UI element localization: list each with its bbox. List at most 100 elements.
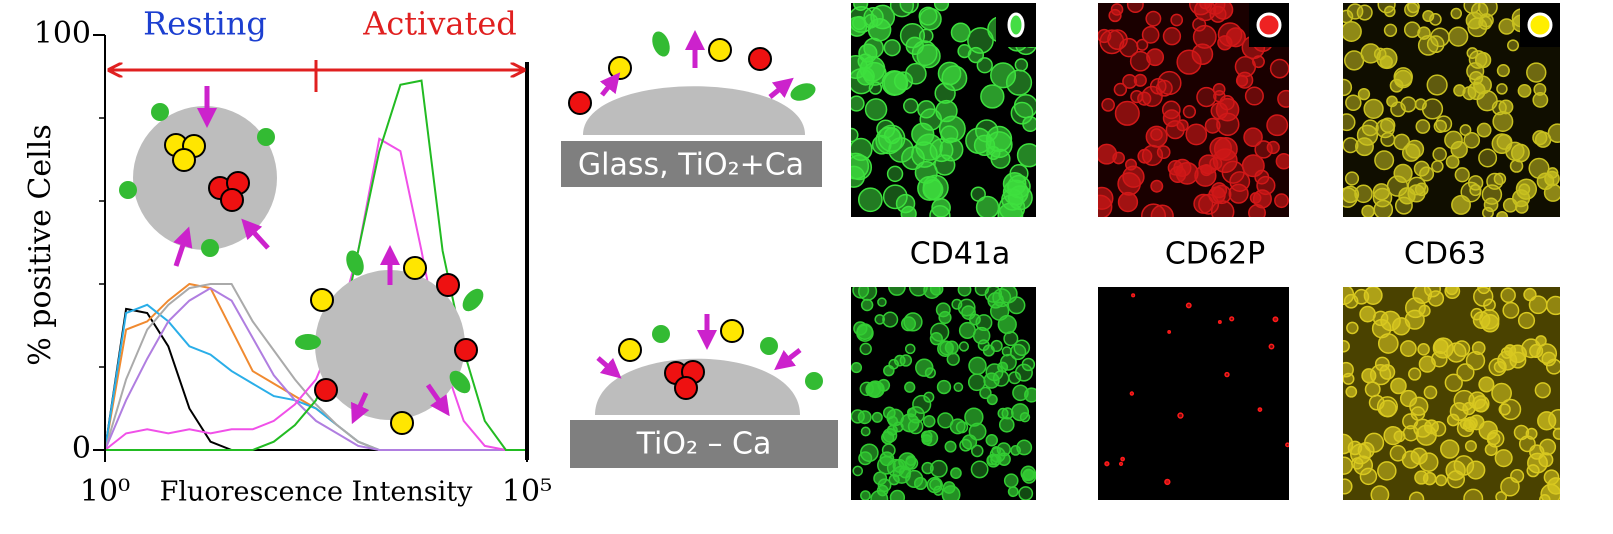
- cell-blob: [1217, 22, 1243, 47]
- cell-blob: [1446, 342, 1467, 363]
- cell-blob: [1009, 163, 1029, 184]
- cell-blob: [904, 343, 916, 355]
- cell-blob: [1517, 311, 1536, 330]
- cell-blob: [1446, 413, 1460, 427]
- cell-blob: [1343, 78, 1353, 97]
- cell-blob: [1400, 96, 1417, 113]
- cell-blob: [990, 454, 1002, 466]
- cell-blob: [998, 416, 1015, 433]
- cell-blob: [851, 165, 866, 188]
- cell-blob: [862, 61, 887, 86]
- cell-blob: [1098, 194, 1113, 217]
- cell-blob: [942, 481, 956, 494]
- cell-blob: [1131, 293, 1136, 298]
- cell-blob: [937, 412, 954, 429]
- y-tick-label: 100: [34, 16, 91, 51]
- cell-blob: [985, 363, 1004, 382]
- cell-blob: [1010, 403, 1030, 422]
- cell-blob: [1401, 450, 1421, 469]
- cell-blob: [1169, 165, 1187, 184]
- cell-blob: [1514, 200, 1529, 214]
- cell-blob: [1539, 438, 1557, 456]
- cell-blob: [1477, 3, 1498, 17]
- cell-blob: [1162, 27, 1182, 46]
- cell-blob: [886, 424, 898, 436]
- cell-blob: [1266, 114, 1289, 137]
- cell-blob: [1376, 396, 1398, 418]
- cell-blob: [856, 324, 874, 342]
- cell-blob: [1403, 21, 1421, 38]
- cell-blob: [1219, 95, 1235, 111]
- cell-blob: [901, 316, 917, 332]
- cell-blob: [953, 382, 964, 393]
- cell-blob: [1374, 356, 1390, 372]
- cell-blob: [1526, 62, 1547, 83]
- cell-blob: [1450, 7, 1462, 20]
- cell-blob: [906, 407, 917, 418]
- cell-blob: [923, 391, 935, 403]
- cell-blob: [1444, 373, 1463, 392]
- cell-blob: [1546, 167, 1559, 179]
- cell-blob: [1464, 440, 1477, 453]
- micrograph: [851, 287, 1036, 500]
- cell-blob: [964, 407, 984, 427]
- cell-blob: [1459, 124, 1472, 137]
- cell-blob: [1410, 406, 1426, 421]
- cell-blob: [1345, 94, 1362, 112]
- cell-blob: [951, 298, 963, 310]
- cell-blob: [990, 62, 1017, 89]
- cell-blob: [1157, 70, 1182, 96]
- cell-blob: [1176, 119, 1189, 132]
- cell-blob: [1117, 191, 1139, 213]
- cell-blob: [1126, 3, 1144, 13]
- y-tick-label: 0: [72, 431, 91, 466]
- histogram-line: [104, 286, 527, 451]
- cell-blob: [1266, 140, 1280, 155]
- cell-blob: [1359, 467, 1378, 486]
- cell-blob: [852, 465, 864, 477]
- cell-blob: [1426, 74, 1448, 96]
- cell-blob: [1537, 411, 1557, 431]
- micrograph: [1098, 287, 1289, 500]
- cell-blob: [1450, 140, 1468, 159]
- cell-blob: [1101, 98, 1115, 112]
- cell-blob: [886, 458, 905, 477]
- annotation: Resting: [143, 5, 267, 43]
- cell-blob: [1346, 321, 1359, 335]
- cell-blob: [1502, 197, 1518, 213]
- cell-blob: [1547, 123, 1560, 143]
- cell-blob: [1014, 58, 1029, 72]
- cell-blob: [1517, 83, 1532, 98]
- cell-blob: [888, 358, 900, 370]
- cell-blob: [987, 454, 999, 466]
- image-caption: CD63: [1404, 237, 1486, 272]
- cell-blob: [1390, 377, 1407, 395]
- cell-blob: [1505, 141, 1525, 162]
- cell-blob: [1463, 131, 1481, 149]
- cell-blob: [930, 322, 950, 342]
- cell-blob: [882, 311, 899, 328]
- cell-blob: [1483, 197, 1499, 213]
- inset-marker: [1527, 12, 1553, 38]
- microscopy-panels: [851, 3, 1560, 500]
- cell-blob: [1402, 143, 1421, 162]
- cell-blob: [1459, 417, 1472, 430]
- cell-blob: [1003, 331, 1019, 347]
- cell-blob: [1343, 113, 1356, 132]
- cell-blob: [967, 27, 994, 54]
- cell-blob: [1156, 145, 1171, 160]
- cell-blob: [1498, 99, 1514, 115]
- surface-label: Glass, TiO₂+Ca: [578, 148, 804, 183]
- adherent-resting-diagram: TiO₂ – Ca: [570, 314, 838, 468]
- histogram-line: [104, 137, 527, 451]
- cell-blob: [1491, 382, 1512, 404]
- cell-blob: [957, 287, 972, 297]
- cell-blob: [905, 36, 924, 56]
- cell-blob: [1141, 85, 1163, 108]
- cell-blob: [1545, 358, 1560, 375]
- cell-blob: [931, 198, 951, 217]
- image-caption: CD41a: [910, 237, 1011, 272]
- cell-blob: [1196, 86, 1217, 108]
- cell-blob: [1212, 148, 1238, 174]
- cell-blob: [1415, 119, 1431, 134]
